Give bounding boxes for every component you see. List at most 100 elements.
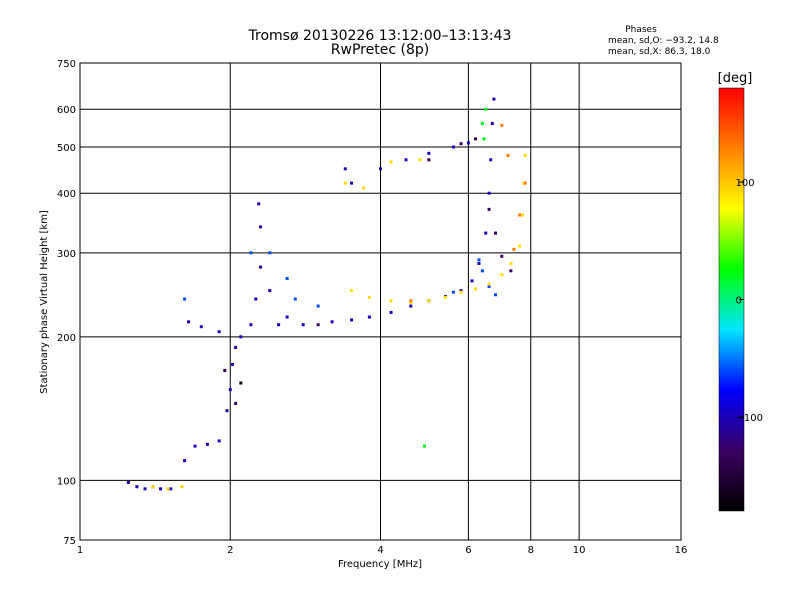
data-point xyxy=(487,191,491,195)
data-point xyxy=(484,107,488,111)
data-point xyxy=(490,122,494,126)
data-point xyxy=(151,485,155,489)
data-point xyxy=(223,368,227,372)
data-point xyxy=(350,181,354,185)
plot-grid xyxy=(80,63,681,540)
data-point xyxy=(506,153,510,157)
y-tick-label: 100 xyxy=(57,476,76,487)
data-point xyxy=(343,181,347,185)
data-point xyxy=(316,323,320,327)
data-point xyxy=(183,297,187,301)
data-point xyxy=(239,335,243,339)
data-point xyxy=(482,137,486,141)
x-tick-label: 4 xyxy=(377,545,383,556)
data-point xyxy=(135,485,139,489)
data-point xyxy=(409,299,413,303)
data-point xyxy=(487,207,491,211)
data-point xyxy=(187,320,191,324)
data-point xyxy=(350,289,354,293)
colorbar-ticks: 100 0 −100 xyxy=(736,178,763,424)
x-axis-ticks: 1 2 4 6 8 10 16 xyxy=(77,545,688,556)
data-point xyxy=(466,141,470,145)
x-tick-label: 1 xyxy=(77,545,83,556)
data-point xyxy=(254,297,258,301)
data-point xyxy=(494,293,498,297)
data-point xyxy=(500,273,504,277)
data-point xyxy=(277,323,281,327)
x-tick-label: 16 xyxy=(675,545,688,556)
data-point xyxy=(249,251,253,255)
data-point xyxy=(470,279,474,283)
x-tick-label: 6 xyxy=(465,545,471,556)
x-tick-label: 8 xyxy=(528,545,534,556)
data-point xyxy=(509,261,513,265)
data-point xyxy=(422,444,426,448)
data-point xyxy=(477,261,481,265)
data-point xyxy=(459,142,463,146)
data-point xyxy=(180,485,184,489)
data-point xyxy=(523,181,527,185)
y-axis-label: Stationary phase Virtual Height [km] xyxy=(39,210,50,394)
data-point xyxy=(427,158,431,162)
data-point xyxy=(492,97,496,101)
data-point xyxy=(500,254,504,258)
data-point xyxy=(520,213,524,217)
data-point xyxy=(293,297,297,301)
data-point xyxy=(225,409,229,413)
data-point xyxy=(126,480,130,484)
colorbar-tick-label: 0 xyxy=(736,296,742,307)
data-point xyxy=(480,269,484,273)
x-axis-label: Frequency [MHz] xyxy=(338,559,422,570)
data-point xyxy=(518,244,522,248)
data-point xyxy=(389,160,393,164)
colorbar-label: [deg] xyxy=(718,71,753,86)
data-point xyxy=(316,304,320,308)
data-point xyxy=(268,289,272,293)
data-point xyxy=(512,247,516,251)
y-tick-label: 75 xyxy=(63,536,76,547)
data-point xyxy=(285,277,289,281)
data-point xyxy=(489,158,493,162)
data-point xyxy=(199,325,203,329)
data-point xyxy=(362,186,366,190)
data-point xyxy=(228,388,232,392)
plot-frame xyxy=(79,62,682,541)
data-point xyxy=(268,251,272,255)
colorbar-tick-label: −100 xyxy=(736,413,763,424)
data-point xyxy=(409,304,413,308)
data-point xyxy=(367,315,371,319)
data-point xyxy=(473,137,477,141)
data-point xyxy=(379,167,382,171)
data-point xyxy=(143,487,147,491)
y-tick-label: 400 xyxy=(57,189,76,200)
data-point xyxy=(451,290,455,294)
data-point xyxy=(500,123,504,127)
data-point xyxy=(239,381,243,385)
y-tick-label: 300 xyxy=(57,249,76,260)
data-point xyxy=(234,345,238,349)
phases-heading: Phases xyxy=(625,25,657,35)
data-point xyxy=(494,231,498,235)
data-point xyxy=(444,295,448,299)
data-point xyxy=(389,310,393,314)
phases-x-stats: mean, sd,X: 86.3, 18.0 xyxy=(608,47,711,57)
data-point xyxy=(523,153,527,157)
data-point xyxy=(205,442,209,446)
data-point xyxy=(217,330,221,334)
data-point xyxy=(259,225,263,229)
data-point xyxy=(459,290,463,294)
x-tick-label: 10 xyxy=(573,545,586,556)
data-point xyxy=(409,301,413,305)
colorbar-tick-label: 100 xyxy=(736,178,755,189)
data-point xyxy=(459,289,463,293)
y-tick-label: 750 xyxy=(57,59,76,70)
data-point xyxy=(193,444,197,448)
data-point xyxy=(427,151,431,155)
data-point xyxy=(257,202,261,206)
data-point xyxy=(159,487,163,491)
data-point xyxy=(473,287,477,291)
data-point xyxy=(217,439,221,443)
data-point xyxy=(509,269,513,273)
